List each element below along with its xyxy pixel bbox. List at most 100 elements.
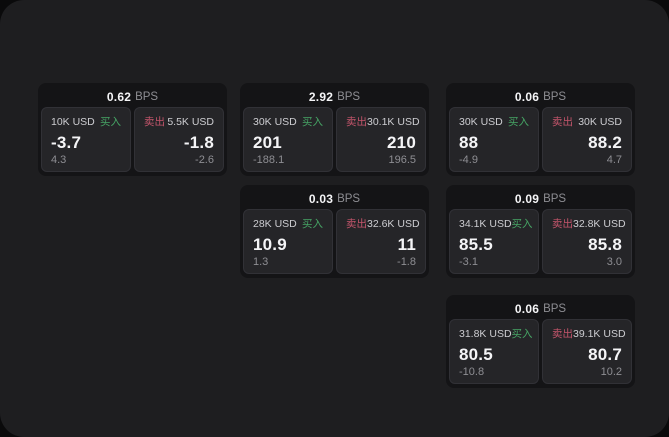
quote-panels: 31.8K USD 买入 80.5 -10.8 卖出 39.1K USD 80.…	[449, 319, 632, 384]
buy-label: 买入	[511, 328, 533, 340]
sell-header-row: 卖出 5.5K USD	[144, 114, 214, 129]
buy-panel[interactable]: 30K USD 买入 201 -188.1	[243, 107, 333, 172]
buy-panel[interactable]: 30K USD 买入 88 -4.9	[449, 107, 539, 172]
buy-delta: -4.9	[459, 154, 478, 166]
sell-amount: 39.1K USD	[573, 328, 626, 340]
buy-delta: 4.3	[51, 154, 67, 166]
sell-header-row: 卖出 32.6K USD	[346, 216, 420, 231]
bps-value: 2.92	[308, 89, 334, 104]
bps-header: 0.06 BPS	[449, 298, 632, 319]
quote-card: 0.06 BPS 31.8K USD 买入 80.5 -10.8 卖出 39.1…	[446, 295, 635, 388]
buy-delta: -3.1	[459, 256, 478, 268]
sell-amount: 30.1K USD	[367, 116, 420, 128]
buy-header-row: 31.8K USD 买入	[459, 326, 533, 341]
quote-card: 0.03 BPS 28K USD 买入 10.9 1.3 卖出 32.6K US…	[240, 185, 429, 278]
quote-panels: 30K USD 买入 88 -4.9 卖出 30K USD 88.2 4.7	[449, 107, 632, 172]
buy-amount: 30K USD	[253, 116, 297, 128]
sell-label: 卖出	[144, 116, 165, 128]
buy-amount: 28K USD	[253, 218, 297, 230]
sell-amount: 5.5K USD	[167, 116, 214, 128]
buy-header-row: 28K USD 买入	[253, 216, 323, 231]
sell-amount: 32.8K USD	[573, 218, 626, 230]
buy-header-row: 10K USD 买入	[51, 114, 121, 129]
bps-unit-label: BPS	[135, 90, 159, 103]
sell-delta: 10.2	[600, 366, 622, 378]
sell-label: 卖出	[552, 218, 573, 230]
sell-label: 卖出	[552, 328, 573, 340]
sell-delta: -2.6	[195, 154, 214, 166]
buy-header-row: 34.1K USD 买入	[459, 216, 533, 231]
bps-value: 0.62	[106, 89, 132, 104]
sell-delta: 4.7	[606, 154, 622, 166]
buy-price: 88	[459, 132, 479, 152]
buy-label: 买入	[302, 218, 323, 230]
sell-price: -1.8	[183, 132, 214, 152]
sell-panel[interactable]: 卖出 30K USD 88.2 4.7	[542, 107, 632, 172]
buy-panel[interactable]: 28K USD 买入 10.9 1.3	[243, 209, 333, 274]
bps-value: 0.03	[308, 191, 334, 206]
quote-card: 2.92 BPS 30K USD 买入 201 -188.1 卖出 30.1K …	[240, 83, 429, 176]
buy-header-row: 30K USD 买入	[253, 114, 323, 129]
bps-header: 0.03 BPS	[243, 188, 426, 209]
buy-header-row: 30K USD 买入	[459, 114, 529, 129]
buy-price: 10.9	[253, 234, 287, 254]
buy-label: 买入	[508, 116, 529, 128]
sell-panel[interactable]: 卖出 32.6K USD 11 -1.8	[336, 209, 426, 274]
sell-label: 卖出	[346, 218, 367, 230]
buy-panel[interactable]: 10K USD 买入 -3.7 4.3	[41, 107, 131, 172]
bps-header: 2.92 BPS	[243, 86, 426, 107]
sell-header-row: 卖出 30.1K USD	[346, 114, 420, 129]
quote-panels: 10K USD 买入 -3.7 4.3 卖出 5.5K USD -1.8 -2.…	[41, 107, 224, 172]
quote-card: 0.62 BPS 10K USD 买入 -3.7 4.3 卖出 5.5K USD…	[38, 83, 227, 176]
buy-panel[interactable]: 31.8K USD 买入 80.5 -10.8	[449, 319, 539, 384]
sell-header-row: 卖出 39.1K USD	[552, 326, 626, 341]
bps-unit-label: BPS	[543, 192, 567, 205]
bps-unit-label: BPS	[543, 302, 567, 315]
buy-delta: -10.8	[459, 366, 485, 378]
sell-price: 85.8	[588, 234, 622, 254]
sell-price: 11	[397, 234, 416, 254]
buy-price: 85.5	[459, 234, 493, 254]
bps-unit-label: BPS	[543, 90, 567, 103]
buy-amount: 31.8K USD	[459, 328, 512, 340]
sell-amount: 32.6K USD	[367, 218, 420, 230]
quote-card: 0.06 BPS 30K USD 买入 88 -4.9 卖出 30K USD 8…	[446, 83, 635, 176]
sell-panel[interactable]: 卖出 39.1K USD 80.7 10.2	[542, 319, 632, 384]
sell-header-row: 卖出 30K USD	[552, 114, 622, 129]
sell-panel[interactable]: 卖出 5.5K USD -1.8 -2.6	[134, 107, 224, 172]
buy-delta: -188.1	[253, 154, 285, 166]
quote-panels: 34.1K USD 买入 85.5 -3.1 卖出 32.8K USD 85.8…	[449, 209, 632, 274]
buy-panel[interactable]: 34.1K USD 买入 85.5 -3.1	[449, 209, 539, 274]
buy-amount: 30K USD	[459, 116, 503, 128]
sell-delta: 196.5	[388, 154, 416, 166]
buy-label: 买入	[302, 116, 323, 128]
bps-header: 0.62 BPS	[41, 86, 224, 107]
sell-panel[interactable]: 卖出 32.8K USD 85.8 3.0	[542, 209, 632, 274]
bps-value: 0.09	[514, 191, 540, 206]
sell-delta: -1.8	[397, 256, 416, 268]
buy-amount: 10K USD	[51, 116, 95, 128]
sell-price: 88.2	[588, 132, 622, 152]
buy-price: 201	[253, 132, 282, 152]
sell-delta: 3.0	[606, 256, 622, 268]
quote-panels: 30K USD 买入 201 -188.1 卖出 30.1K USD 210 1…	[243, 107, 426, 172]
buy-amount: 34.1K USD	[459, 218, 512, 230]
sell-label: 卖出	[346, 116, 367, 128]
quote-card: 0.09 BPS 34.1K USD 买入 85.5 -3.1 卖出 32.8K…	[446, 185, 635, 278]
buy-delta: 1.3	[253, 256, 269, 268]
bps-header: 0.06 BPS	[449, 86, 632, 107]
buy-price: 80.5	[459, 344, 493, 364]
bps-header: 0.09 BPS	[449, 188, 632, 209]
bps-unit-label: BPS	[337, 90, 361, 103]
buy-label: 买入	[511, 218, 533, 230]
quote-panels: 28K USD 买入 10.9 1.3 卖出 32.6K USD 11 -1.8	[243, 209, 426, 274]
sell-price: 80.7	[588, 344, 622, 364]
buy-label: 买入	[100, 116, 121, 128]
buy-price: -3.7	[51, 132, 82, 152]
sell-price: 210	[387, 132, 416, 152]
sell-panel[interactable]: 卖出 30.1K USD 210 196.5	[336, 107, 426, 172]
sell-label: 卖出	[552, 116, 573, 128]
sell-header-row: 卖出 32.8K USD	[552, 216, 626, 231]
bps-unit-label: BPS	[337, 192, 361, 205]
